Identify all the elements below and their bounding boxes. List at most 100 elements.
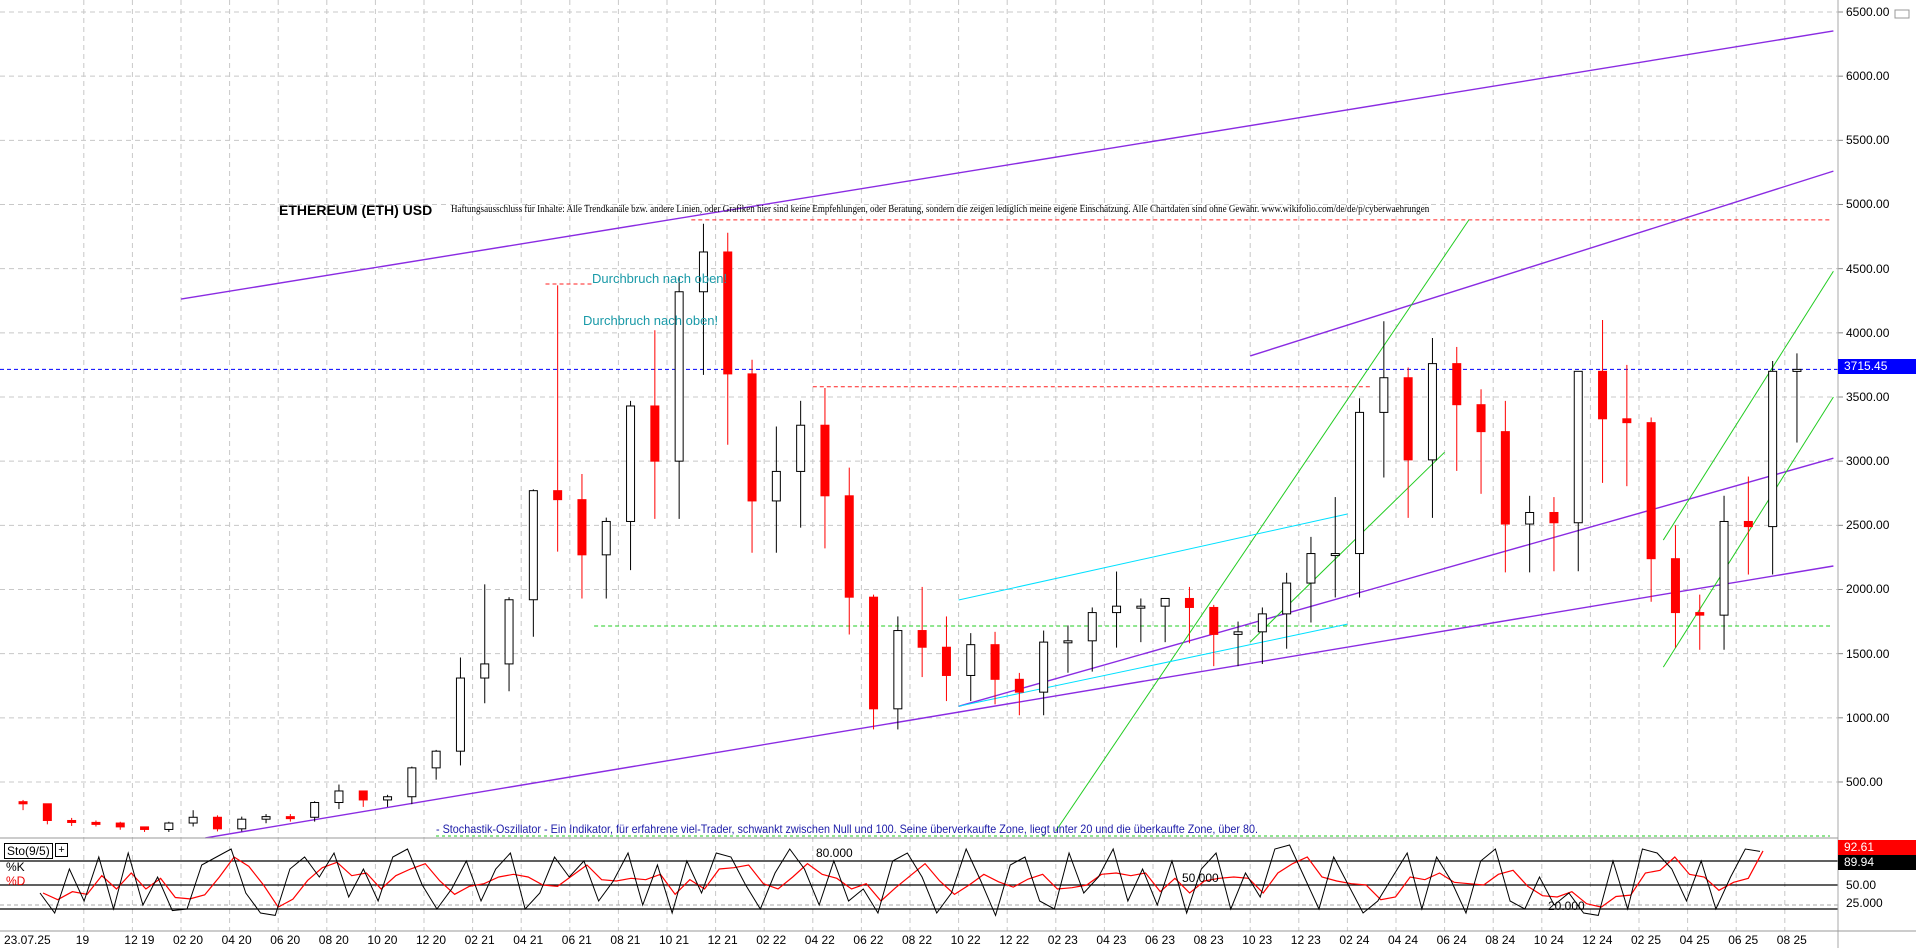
x-tick-label: 06 21 (561, 933, 592, 947)
candle-body (796, 424, 806, 472)
candle-body (1549, 511, 1559, 524)
candle-body (18, 801, 28, 805)
level-50-label: 50.000 (1182, 871, 1219, 885)
k-legend: %K (6, 860, 25, 874)
candle-body (1209, 606, 1219, 635)
x-tick-label: 10 23 (1242, 933, 1273, 947)
stoch-k-value-tag: 92.61 (1838, 840, 1916, 855)
add-indicator-button[interactable]: + (55, 843, 68, 857)
candle-body (383, 796, 393, 801)
candle-body (358, 790, 368, 801)
x-tick-label: 12 20 (416, 933, 447, 947)
x-tick-label: 12 21 (707, 933, 738, 947)
candle-body (869, 596, 879, 710)
candle-body (747, 373, 757, 502)
y-tick-label: 4500.00 (1846, 261, 1890, 276)
trend-line-purple (958, 457, 1834, 707)
stoch-axis-label-25: 25.000 (1846, 896, 1883, 910)
candle-body (115, 822, 125, 828)
candle-body (1136, 605, 1146, 609)
y-tick-label: 6500.00 (1846, 5, 1890, 19)
x-tick-label: 04 22 (804, 933, 835, 947)
x-tick-label: 08 23 (1193, 933, 1224, 947)
candle-body (91, 821, 101, 825)
y-tick-label: 2000.00 (1846, 582, 1890, 597)
candle-body (1355, 411, 1365, 555)
stochastic-panel (0, 844, 1838, 917)
candle-body (1792, 368, 1802, 372)
y-tick-label: 5000.00 (1846, 197, 1890, 212)
candle-body (1500, 431, 1510, 525)
candle-body (212, 816, 222, 830)
candle-body (1379, 377, 1389, 413)
x-tick-label: 02 24 (1339, 933, 1370, 947)
stoch-axis-label-50: 50.00 (1846, 878, 1877, 892)
candle-body (844, 495, 854, 598)
x-tick-label: 23.07.25 (4, 933, 51, 947)
stoch-k-line (39, 844, 1761, 917)
candle-body (407, 767, 417, 798)
disclaimer-text: Haftungsausschluss für Inhalte: Alle Tre… (451, 203, 1430, 215)
candle-body (42, 803, 52, 821)
candle-body (820, 424, 830, 497)
x-tick-label: 04 24 (1388, 933, 1419, 947)
candle-body (237, 818, 247, 830)
candles (18, 223, 1802, 832)
candle-body (893, 630, 903, 710)
candle-body (1695, 612, 1705, 616)
x-tick-label: 06 23 (1145, 933, 1176, 947)
y-tick-label: 6000.00 (1846, 69, 1890, 84)
candle-body (310, 802, 320, 818)
candle-body (285, 816, 295, 820)
y-tick-label: 3500.00 (1846, 389, 1890, 404)
candle-body (1768, 370, 1778, 528)
x-tick-label: 08 24 (1485, 933, 1516, 947)
candle-body (1330, 553, 1340, 557)
candle-body (504, 599, 514, 665)
x-tick-label: 10 22 (950, 933, 981, 947)
y-tick-label: 3000.00 (1846, 454, 1890, 469)
x-tick-label: 12 22 (999, 933, 1030, 947)
chart-title: ETHEREUM (ETH) USD (279, 202, 433, 218)
x-tick-label: 08 22 (902, 933, 933, 947)
candle-body (917, 630, 927, 648)
y-tick-label: 500.00 (1846, 774, 1883, 789)
candle-body (698, 251, 708, 293)
candle-body (1087, 612, 1097, 642)
stoch-d-value-tag: 89.94 (1838, 855, 1916, 870)
x-tick-label: 04 23 (1096, 933, 1127, 947)
candle-body (1476, 404, 1486, 433)
x-tick-label: 12 23 (1290, 933, 1321, 947)
level-80-label: 80.000 (816, 846, 853, 860)
x-tick-label: 06 22 (853, 933, 884, 947)
candle-body (650, 405, 660, 462)
candle-body (1039, 641, 1049, 693)
level-20-label: 20.000 (1548, 899, 1585, 913)
stochastic-note: - Stochastik-Oszillator - Ein Indikator,… (436, 822, 1259, 836)
x-tick-label: 12 19 (124, 933, 155, 947)
candle-body (941, 646, 951, 676)
x-tick-label: 10 24 (1533, 933, 1564, 947)
candle-body (1233, 631, 1243, 635)
x-tick-label: 12 24 (1582, 933, 1613, 947)
x-tick-label: 04 25 (1679, 933, 1710, 947)
trend-line-purple (180, 30, 1834, 300)
stochastic-indicator-label[interactable]: Sto(9/5) (4, 843, 53, 859)
candle-body (1160, 597, 1170, 607)
y-tick-label: 2500.00 (1846, 518, 1890, 533)
d-legend: %D (6, 874, 26, 888)
candle-body (553, 490, 563, 501)
panel-minimize-button[interactable] (1894, 9, 1910, 19)
candle-body (966, 644, 976, 676)
candle-body (1063, 640, 1073, 644)
x-tick-label: 08 21 (610, 933, 641, 947)
x-tick-label: 19 (75, 933, 90, 947)
trend-line-green (1055, 219, 1470, 832)
candle-body (1573, 370, 1583, 524)
candle-body (67, 819, 77, 823)
candle-body (334, 790, 344, 804)
candle-body (1525, 511, 1535, 525)
x-tick-label: 02 25 (1631, 933, 1662, 947)
candle-body (431, 750, 441, 769)
